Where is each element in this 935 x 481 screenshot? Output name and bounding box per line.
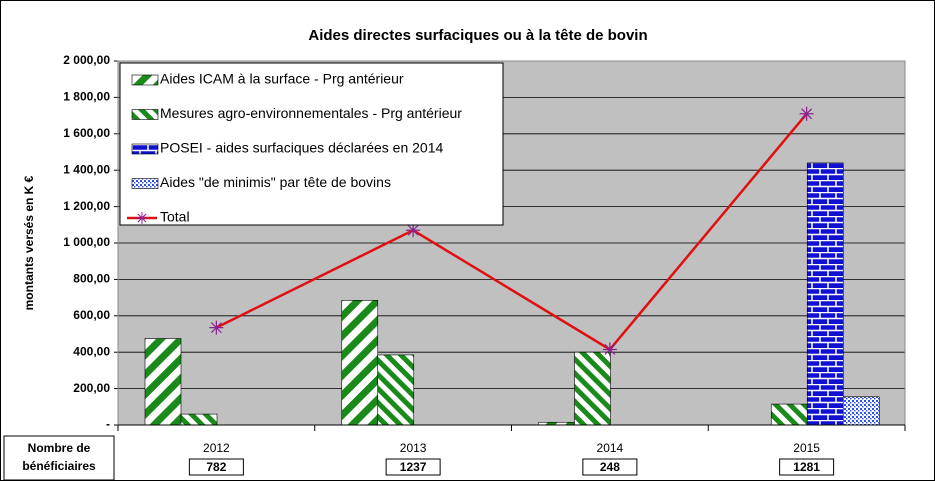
total-line: [215, 112, 808, 352]
total-marker: [209, 320, 224, 335]
legend-label: Aides "de minimis" par tête de bovins: [160, 174, 391, 190]
beneficiaries-label-box: [3, 435, 115, 481]
x-tick-label: 2015: [793, 441, 820, 455]
legend-swatch: [131, 109, 159, 120]
bar: [770, 403, 808, 426]
y-tick-label: -: [106, 417, 110, 431]
beneficiaries-value: 1237: [400, 460, 427, 474]
y-tick-label: 800,00: [73, 272, 110, 286]
legend-box: [119, 62, 504, 226]
beneficiaries-value: 1281: [793, 460, 820, 474]
beneficiaries-label: Nombre de bénéficiaires: [22, 441, 96, 473]
legend-label: Aides ICAM à la surface - Prg antérieur: [160, 71, 404, 87]
x-tick-label: 2012: [203, 441, 230, 455]
total-marker: [406, 223, 421, 238]
y-axis-label: montants versés en K €: [22, 175, 36, 310]
y-tick-label: 1 600,00: [63, 126, 110, 140]
x-tick-label: 2013: [400, 441, 427, 455]
chart-title: Aides directes surfaciques ou à la tête …: [308, 27, 647, 44]
legend-label: Total: [160, 209, 190, 225]
legend-label: POSEI - aides surfaciques déclarées en 2…: [160, 140, 443, 156]
y-tick-label: 200,00: [73, 381, 110, 395]
total-marker: [799, 106, 814, 121]
bar: [842, 396, 880, 426]
x-tick-label: 2014: [597, 441, 624, 455]
y-tick-label: 2 000,00: [63, 53, 110, 67]
legend-label: Mesures agro-environnementales - Prg ant…: [160, 105, 462, 121]
bar: [341, 300, 379, 426]
bar: [377, 354, 415, 426]
bar: [144, 338, 182, 426]
y-tick-label: 600,00: [73, 308, 110, 322]
y-tick-label: 400,00: [73, 344, 110, 358]
beneficiaries-box: [188, 458, 244, 476]
y-tick-label: 1 800,00: [63, 90, 110, 104]
beneficiaries-box: [385, 458, 441, 476]
total-marker: [602, 342, 617, 357]
beneficiaries-box: [779, 458, 835, 476]
bar: [806, 162, 844, 426]
beneficiaries-box: [582, 458, 638, 476]
bar: [180, 413, 218, 426]
legend-swatch: [131, 143, 159, 155]
bar: [574, 351, 611, 426]
legend-swatch: [131, 74, 159, 86]
legend-marker: [136, 212, 148, 224]
y-tick-label: 1 400,00: [63, 162, 110, 176]
legend-swatch: [131, 178, 159, 189]
beneficiaries-value: 248: [600, 460, 620, 474]
y-tick-label: 1 200,00: [63, 199, 110, 213]
beneficiaries-value: 782: [206, 460, 226, 474]
y-tick-label: 1 000,00: [63, 235, 110, 249]
